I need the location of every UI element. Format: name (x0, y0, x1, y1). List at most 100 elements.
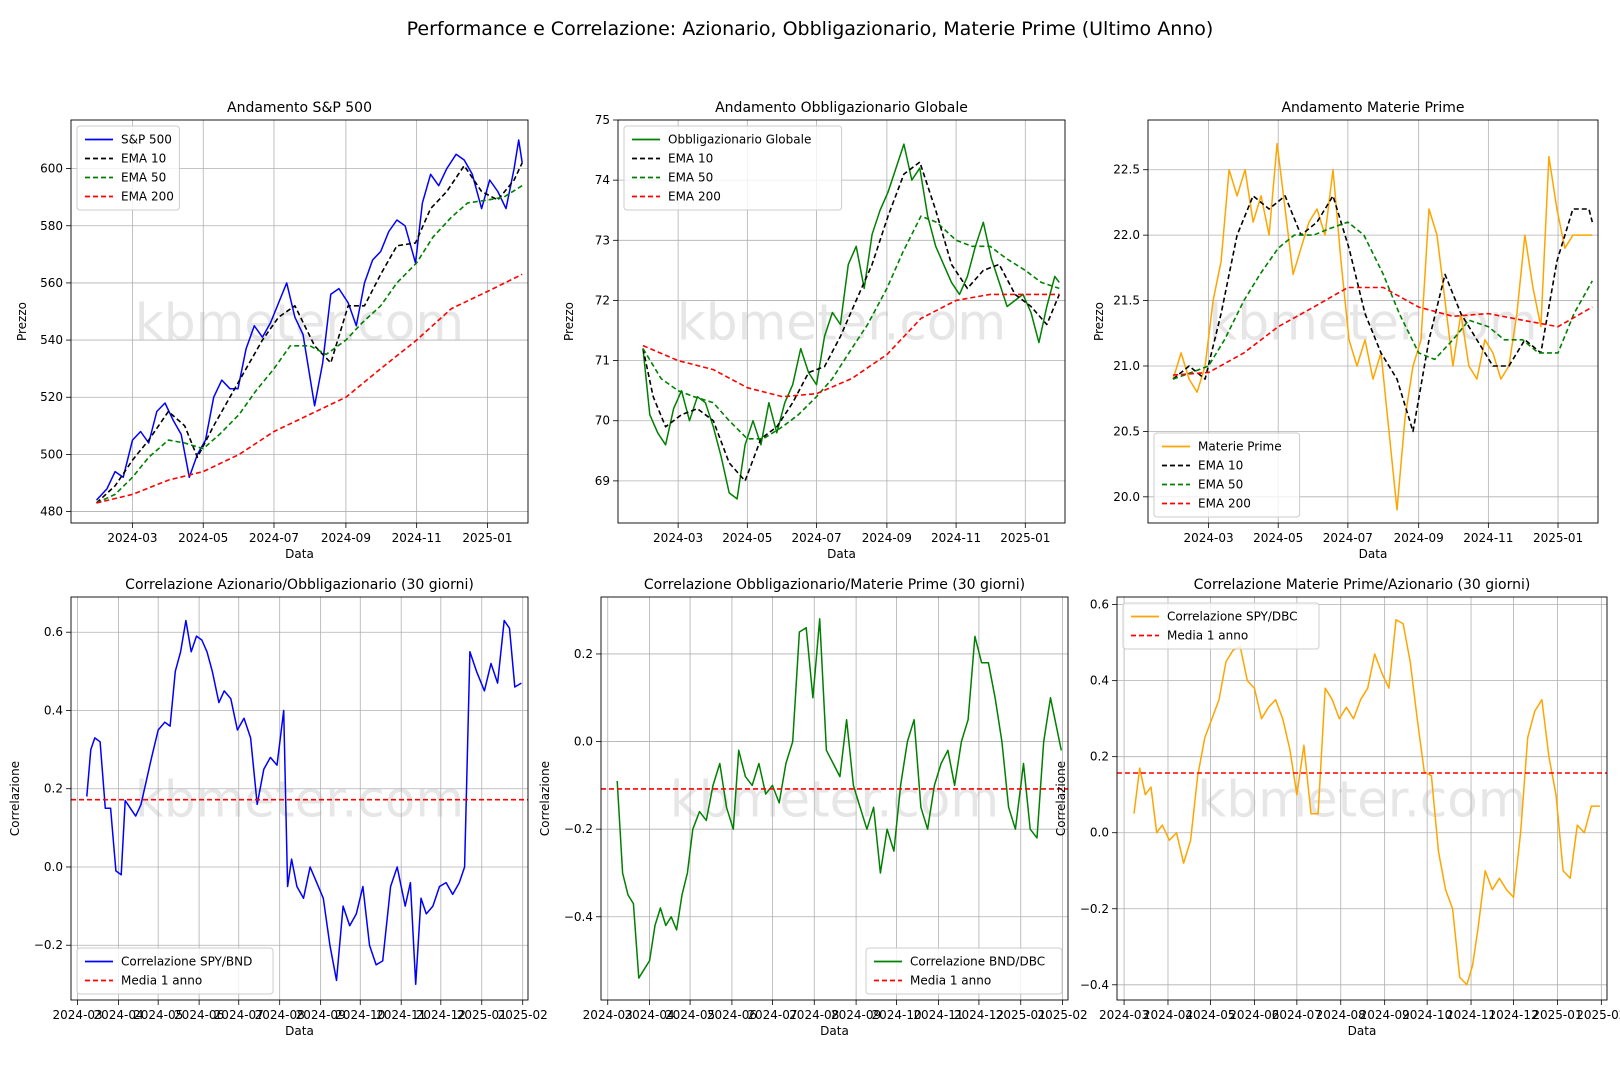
legend: S&P 500 EMA 10 EMA 50 EMA 200 (76, 125, 180, 211)
y-tick-label: 0.6 (44, 625, 63, 639)
x-tick-label: 2025-02 (1576, 1008, 1620, 1022)
y-tick-label: 20.5 (1113, 424, 1140, 438)
series-line-correlazione-spy-dbc (1133, 619, 1600, 986)
series-line-ema-200 (1173, 286, 1593, 376)
x-tick-label: 2025-01 (462, 531, 512, 545)
legend: Correlazione SPY/BND Media 1 anno (76, 947, 274, 995)
y-tick-label: 520 (40, 390, 63, 404)
chart-panel-3: kbmeter.com 2024-03 2024-05 2024-07 2024-09 2… (1092, 100, 1599, 561)
y-tick-label: −0.2 (1080, 902, 1109, 916)
x-axis-label: Data (827, 547, 856, 561)
y-tick-label: 540 (40, 333, 63, 347)
chart-title: Correlazione Obbligazionario/Materie Pri… (644, 577, 1025, 593)
x-tick-label: 2025-01 (1532, 1008, 1582, 1022)
x-tick-label: 2024-05 (1253, 531, 1303, 545)
watermark-text: kbmeter.com (1208, 294, 1537, 352)
y-axis-label: Correlazione (8, 761, 22, 836)
chart-panel-6: kbmeter.com2024-032024-042024-052024-062… (1054, 577, 1620, 1038)
plot-frame (617, 119, 1066, 524)
y-tick-label: 71 (595, 354, 610, 368)
x-tick-label: 2024-05 (665, 1008, 715, 1022)
x-tick-label: 2024-10 (1402, 1008, 1452, 1022)
chart-title: Andamento Materie Prime (1281, 100, 1464, 116)
legend-box (623, 125, 843, 211)
y-axis-label: Correlazione (538, 761, 552, 836)
x-tick-label: 2024-03 (653, 531, 703, 545)
x-tick-label: 2025-02 (1038, 1008, 1088, 1022)
x-tick-label: 2024-08 (789, 1008, 839, 1022)
y-tick-label: 72 (595, 293, 610, 307)
y-tick-label: 560 (40, 276, 63, 290)
y-tick-label: 0.2 (1090, 750, 1109, 764)
y-tick-label: 22.5 (1113, 163, 1140, 177)
chart-title: Correlazione Azionario/Obbligazionario (… (125, 577, 474, 593)
legend-label: Media 1 anno (910, 974, 991, 988)
x-tick-label: 2024-03 (107, 531, 157, 545)
series-line-materie-prime (1172, 142, 1593, 511)
x-tick-label: 2024-06 (1229, 1008, 1279, 1022)
legend-label: EMA 200 (121, 190, 174, 204)
x-tick-label: 2024-09 (862, 531, 912, 545)
x-tick-label: 2024-07 (249, 531, 299, 545)
y-tick-label: 480 (40, 505, 63, 519)
legend-label: S&P 500 (121, 133, 172, 147)
x-axis-label: Data (820, 1024, 849, 1038)
x-tick-label: 2024-10 (335, 1008, 385, 1022)
y-tick-label: 22.0 (1113, 228, 1140, 242)
x-tick-label: 2024-07 (1323, 531, 1373, 545)
x-tick-label: 2024-04 (93, 1008, 143, 1022)
y-tick-label: 0.0 (44, 860, 63, 874)
chart-title: Andamento S&P 500 (227, 100, 372, 116)
x-axis-label: Data (1359, 547, 1388, 561)
chart-panel-1: kbmeter.com 2024-03 2024-05 2024-07 2024-09 2… (15, 100, 529, 561)
plot-frame (1116, 596, 1608, 1001)
x-tick-label: 2024-06 (707, 1008, 757, 1022)
y-tick-label: 21.0 (1113, 359, 1140, 373)
x-tick-label: 2024-05 (178, 531, 228, 545)
x-tick-label: 2024-11 (1446, 1008, 1496, 1022)
y-tick-label: 75 (595, 113, 610, 127)
y-tick-label: 73 (595, 233, 610, 247)
series-line-ema-50 (642, 215, 1060, 440)
legend-label: EMA 10 (668, 152, 713, 166)
series-line-correlazione-spy-bnd (86, 619, 522, 986)
y-tick-label: 0.6 (1090, 598, 1109, 612)
legend-label: Media 1 anno (1167, 629, 1248, 643)
legend-box (76, 947, 274, 995)
x-tick-label: 2024-09 (1394, 531, 1444, 545)
x-axis-label: Data (1348, 1024, 1377, 1038)
series-line-s-p-500 (95, 139, 523, 501)
x-tick-label: 2024-04 (1143, 1008, 1193, 1022)
y-tick-label: −0.2 (34, 938, 63, 952)
legend-label: EMA 200 (668, 190, 721, 204)
legend-label: EMA 10 (1198, 459, 1243, 473)
legend: Correlazione SPY/DBC Media 1 anno (1122, 602, 1320, 650)
x-tick-label: 2025-01 (1533, 531, 1583, 545)
x-tick-label: 2024-07 (747, 1008, 797, 1022)
x-tick-label: 2025-01 (996, 1008, 1046, 1022)
x-tick-label: 2024-10 (872, 1008, 922, 1022)
y-tick-label: 0.0 (1090, 826, 1109, 840)
y-tick-label: 580 (40, 219, 63, 233)
y-tick-label: −0.4 (1080, 978, 1109, 992)
x-tick-label: 2025-01 (457, 1008, 507, 1022)
x-tick-label: 2024-07 (1272, 1008, 1322, 1022)
legend-label: Correlazione SPY/BND (121, 955, 252, 969)
legend-label: EMA 50 (121, 171, 166, 185)
y-axis-label: Prezzo (1092, 302, 1106, 341)
legend-label: Obbligazionario Globale (668, 133, 811, 147)
plot-area (1117, 597, 1607, 1000)
y-tick-label: 74 (595, 173, 610, 187)
x-axis-label: Data (285, 547, 314, 561)
x-tick-label: 2024-09 (1360, 1008, 1410, 1022)
y-axis-label: Prezzo (15, 302, 29, 341)
y-tick-label: 20.0 (1113, 490, 1140, 504)
chart-title: Correlazione Materie Prime/Azionario (30… (1194, 577, 1531, 593)
x-tick-label: 2024-07 (791, 531, 841, 545)
legend-label: Media 1 anno (121, 974, 202, 988)
legend: Obbligazionario Globale EMA 10 EMA 50 EMA 2… (623, 125, 843, 211)
chart-panel-4: kbmeter.com2024-032024-042024-052024-062… (8, 577, 548, 1038)
x-tick-label: 2024-03 (1183, 531, 1233, 545)
y-tick-label: 600 (40, 162, 63, 176)
chart-panel-5: kbmeter.com2024-032024-042024-052024-062… (538, 577, 1088, 1038)
